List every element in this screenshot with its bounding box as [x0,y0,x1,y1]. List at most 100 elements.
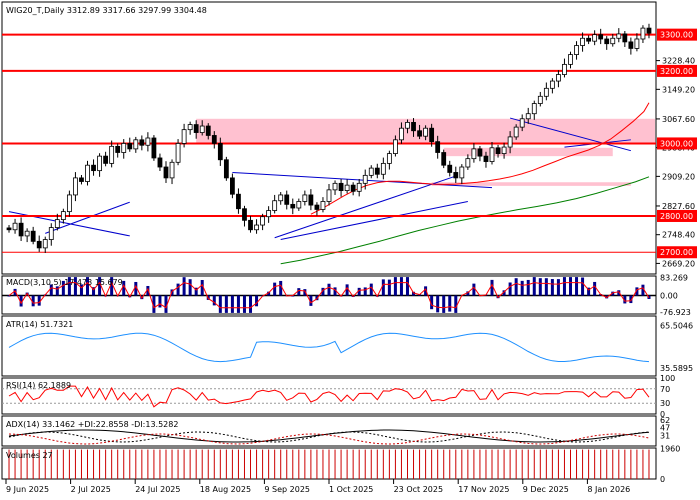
candle-body [36,240,42,249]
candle-body [525,113,531,120]
candle-body [193,124,199,133]
candle-body [622,33,628,43]
candle-body [483,155,489,162]
macd-bar [92,287,96,296]
candle-body [549,80,555,89]
moving-average-red [310,102,650,215]
level-label: 3200.00 [660,67,693,76]
macd-bar [393,277,397,296]
x-tick-label: 2 Jul 2025 [71,485,111,494]
level-tag [657,209,697,222]
candle-body [586,37,592,42]
macd-bar [164,295,168,313]
candle-body [562,63,567,75]
candle-body [616,33,622,39]
candle-body [507,136,513,148]
candle-body [568,54,573,65]
candle-body [12,222,18,231]
x-tick-label: 9 Dec 2025 [523,485,569,494]
macd-label: MACD(3,10,5) 17.473 15.679 [6,278,123,287]
candle-body [284,194,290,205]
macd-bar [321,287,325,296]
y-tick-label: 3149.20 [662,85,695,94]
candle-body [66,194,72,213]
candle-body [368,167,374,176]
candle-body [537,95,543,104]
pane-frame-atr [1,315,657,377]
candle-body [332,182,338,191]
macd-bar [31,295,35,307]
candle-body [230,177,235,195]
rsi-tick-label: 0 [660,410,665,419]
candle-body [73,177,78,196]
candle-body [272,200,278,211]
candle-body [411,122,416,132]
candle-body [151,137,157,159]
candle-body [302,194,308,202]
macd-bar [629,295,633,304]
candle-body [97,155,102,172]
y-tick-label: 2669.20 [662,259,695,268]
macd-tick-label: 0.00 [660,292,678,301]
macd-bar [405,277,409,296]
candle-body [634,38,640,49]
macd-bar [593,281,597,296]
candle-body [435,141,441,153]
candle-body [205,125,211,136]
macd-bar [568,277,572,296]
candle-body [350,184,356,192]
x-tick-label: 18 Aug 2025 [200,485,251,494]
macd-bar [430,295,434,310]
macd-bar [73,277,77,296]
zone-rect [443,147,613,157]
candle-body [610,37,616,45]
candle-body [24,230,30,237]
macd-bar [641,284,645,296]
adx-line [8,429,650,443]
atr-label: ATR(14) 51.7321 [6,320,73,329]
macd-bar [490,279,494,296]
macd-bar [327,283,331,296]
candle-body [266,210,272,218]
macd-bar [520,280,524,296]
macd-bar [297,288,301,296]
macd-bar [556,279,560,296]
macd-bar [442,295,446,313]
macd-bar [49,284,53,296]
macd-bar [611,291,615,296]
candle-body [640,27,646,40]
macd-bar [562,277,566,296]
candle-body [199,125,205,133]
x-tick-label: 8 Jan 2026 [587,485,630,494]
rsi-tick-label: 30 [660,399,670,408]
macd-bar [230,295,234,313]
x-tick-label: 24 Jul 2025 [135,485,180,494]
macd-bar [79,284,83,296]
macd-bar [617,290,621,296]
macd-bar [424,286,428,296]
candle-body [320,201,326,210]
level-label: 2700.00 [660,248,693,257]
zone-rect [431,182,631,186]
candle-body [296,201,302,209]
candle-body [115,145,121,153]
moving-average-green [280,176,650,265]
macd-bar [369,283,373,296]
y-tick-label: 2827.60 [662,202,695,211]
macd-bar [61,280,65,296]
macd-bar [363,287,367,296]
candle-body [580,37,585,46]
candle-body [326,189,332,202]
level-label: 3000.00 [660,139,693,148]
macd-bar [544,278,548,296]
candle-body [501,146,507,154]
candle-body [489,147,495,162]
macd-bar [242,295,246,313]
macd-bar [218,295,222,313]
macd-bar [623,295,627,304]
candle-body [519,118,525,128]
candle-body [290,203,296,209]
trend-line [280,200,468,241]
candle-body [157,157,163,168]
y-tick-label: 2909.20 [662,172,695,181]
